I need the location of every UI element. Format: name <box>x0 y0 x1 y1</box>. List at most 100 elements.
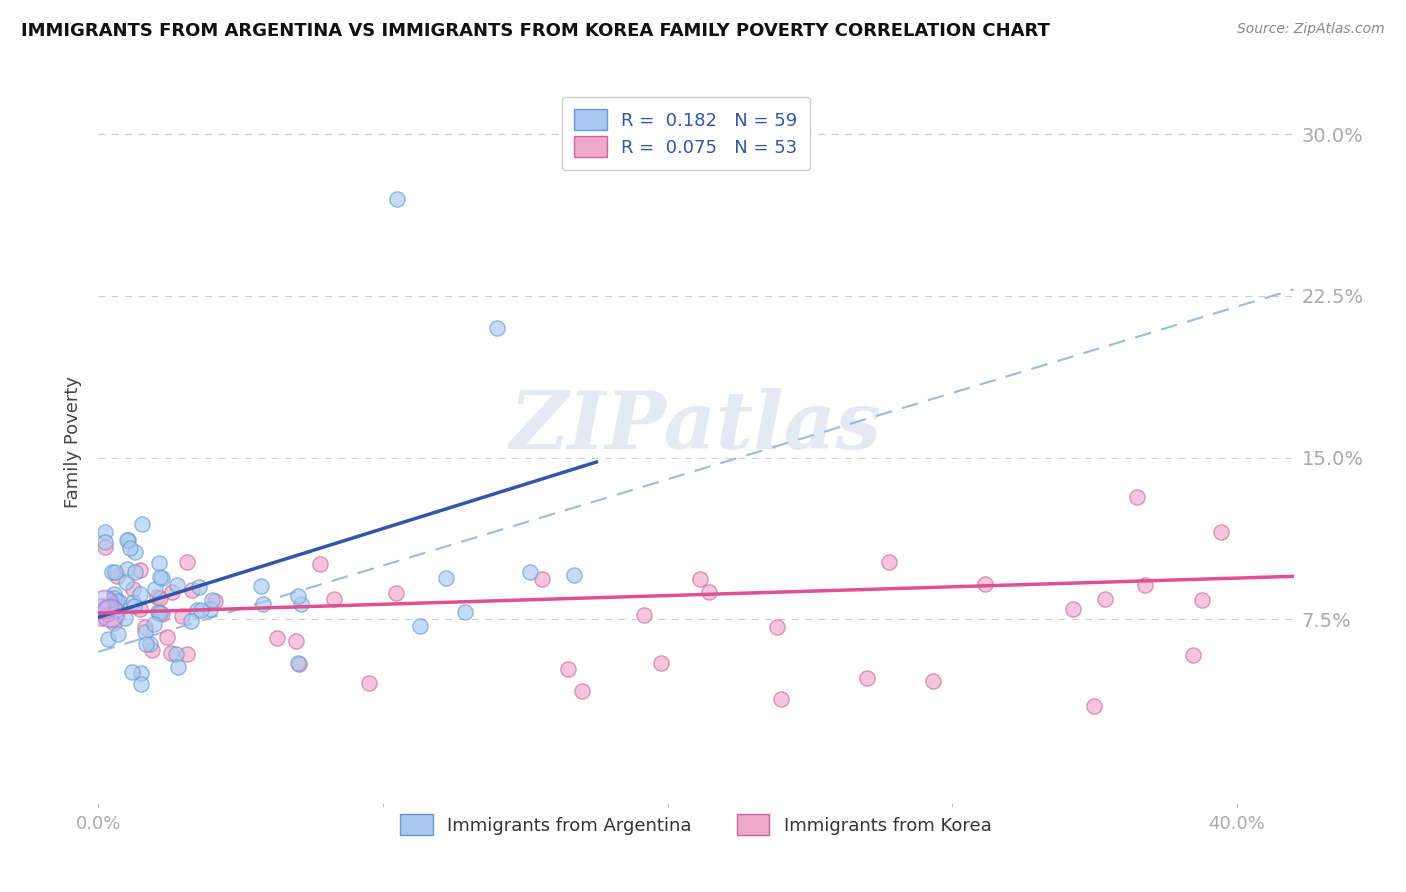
Point <box>1126 490 1149 504</box>
Point <box>385 192 409 206</box>
Point <box>122 599 145 614</box>
Point <box>129 666 152 681</box>
Point <box>124 565 146 579</box>
Point <box>105 594 128 608</box>
Point <box>571 683 593 698</box>
Point <box>150 607 173 621</box>
Point <box>1182 648 1205 662</box>
Point <box>288 657 311 671</box>
Point <box>485 321 508 335</box>
Point <box>103 587 125 601</box>
Point <box>973 576 995 591</box>
Point <box>250 579 273 593</box>
Point <box>121 595 143 609</box>
Point <box>94 524 117 539</box>
Point <box>128 587 150 601</box>
Point <box>117 533 139 547</box>
Point <box>562 567 585 582</box>
Point <box>285 633 308 648</box>
Point <box>108 594 131 608</box>
Point <box>156 630 179 644</box>
Point <box>131 516 153 531</box>
Point <box>557 662 579 676</box>
Point <box>115 574 138 589</box>
Point <box>697 584 720 599</box>
Point <box>166 578 188 592</box>
Point <box>1191 592 1213 607</box>
Point <box>141 643 163 657</box>
Point <box>287 589 309 603</box>
Point <box>149 591 172 605</box>
Point <box>121 665 143 679</box>
Point <box>148 556 170 570</box>
Point <box>149 569 172 583</box>
Point <box>689 573 711 587</box>
Point <box>187 581 209 595</box>
Point <box>266 632 288 646</box>
Text: Source: ZipAtlas.com: Source: ZipAtlas.com <box>1237 22 1385 37</box>
Point <box>1083 698 1105 713</box>
Point <box>96 607 118 621</box>
Point <box>409 619 432 633</box>
Point <box>101 566 124 580</box>
Point <box>180 582 202 597</box>
Point <box>519 565 541 579</box>
Point <box>200 602 222 616</box>
Point <box>121 582 143 596</box>
Point <box>162 585 184 599</box>
Point <box>204 594 226 608</box>
Point <box>93 598 115 612</box>
Point <box>139 637 162 651</box>
Point <box>1094 591 1116 606</box>
Point <box>103 591 125 606</box>
Point <box>357 676 380 690</box>
Point <box>98 606 121 620</box>
Y-axis label: Family Poverty: Family Poverty <box>63 376 82 508</box>
Point <box>170 608 193 623</box>
Point <box>103 616 125 631</box>
Point <box>90 599 112 613</box>
Point <box>94 535 117 549</box>
Point <box>323 591 346 606</box>
Point <box>1062 601 1084 615</box>
Point <box>148 605 170 619</box>
Point <box>104 603 127 617</box>
Point <box>201 593 224 607</box>
Point <box>107 626 129 640</box>
Point <box>633 608 655 623</box>
Point <box>770 692 793 706</box>
Point <box>922 673 945 688</box>
Point <box>134 625 156 640</box>
Point <box>90 611 112 625</box>
Point <box>176 647 198 661</box>
Legend: Immigrants from Argentina, Immigrants from Korea: Immigrants from Argentina, Immigrants fr… <box>391 805 1001 845</box>
Point <box>766 619 789 633</box>
Point <box>186 602 208 616</box>
Point <box>150 571 173 585</box>
Point <box>877 556 900 570</box>
Point <box>1135 578 1157 592</box>
Point <box>252 597 274 611</box>
Point <box>94 540 117 554</box>
Point <box>143 617 166 632</box>
Point <box>385 586 408 600</box>
Point <box>176 555 198 569</box>
Point <box>104 565 127 579</box>
Point <box>145 591 167 605</box>
Point <box>129 677 152 691</box>
Point <box>434 571 457 585</box>
Point <box>134 620 156 634</box>
Point <box>143 582 166 596</box>
Point <box>165 647 187 661</box>
Point <box>287 656 309 670</box>
Text: ZIPatlas: ZIPatlas <box>510 388 882 466</box>
Point <box>135 637 157 651</box>
Point <box>104 599 127 613</box>
Point <box>118 541 141 555</box>
Point <box>190 602 212 616</box>
Point <box>531 572 554 586</box>
Point <box>290 597 312 611</box>
Point <box>117 533 139 547</box>
Point <box>148 606 170 620</box>
Point <box>166 660 188 674</box>
